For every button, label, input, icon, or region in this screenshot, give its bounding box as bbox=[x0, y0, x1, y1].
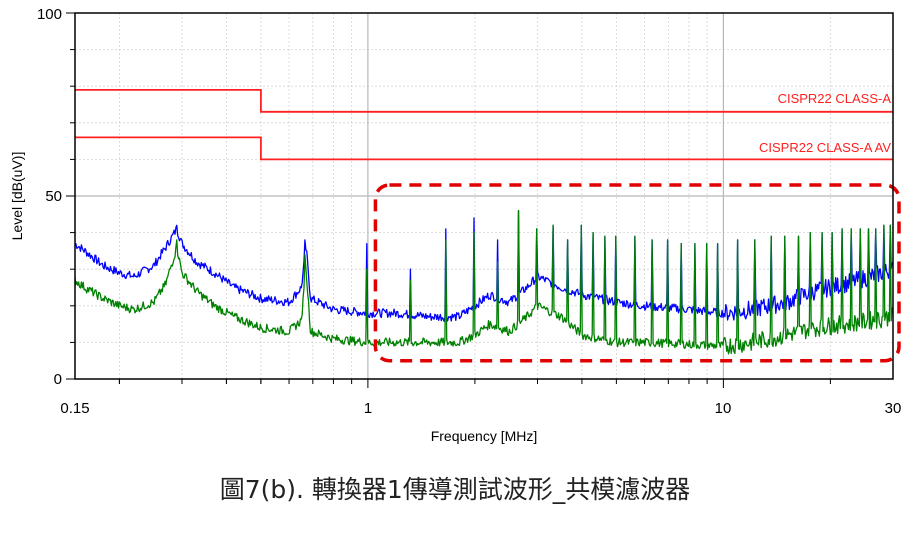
limit-label-class-a: CISPR22 CLASS-A bbox=[778, 91, 892, 106]
y-tick-label-0: 0 bbox=[54, 371, 62, 388]
data-series bbox=[74, 209, 894, 355]
emission-chart: 100 50 0 0.15 1 10 30 Frequency [MHz] Le… bbox=[9, 6, 902, 444]
figure-caption: 圖7(b). 轉換器1傳導測試波形_共模濾波器 bbox=[219, 475, 691, 504]
limit-line-class-a bbox=[75, 89, 893, 113]
y-tick-label-50: 50 bbox=[45, 188, 62, 205]
x-tick-label-10: 10 bbox=[715, 400, 732, 417]
series-line-blue bbox=[75, 209, 894, 322]
y-tick-label-100: 100 bbox=[37, 6, 62, 23]
x-tick-label-0.15: 0.15 bbox=[60, 400, 89, 417]
limit-lines bbox=[75, 89, 893, 161]
y-axis-title: Level [dB(uV)] bbox=[9, 152, 25, 241]
highlight-box bbox=[373, 183, 901, 363]
x-axis-title: Frequency [MHz] bbox=[431, 428, 538, 444]
x-tick-label-1: 1 bbox=[364, 400, 372, 417]
series-line-green bbox=[74, 209, 894, 355]
limit-line-class-a-av bbox=[75, 136, 893, 161]
x-tick-label-30: 30 bbox=[885, 400, 902, 417]
highlight-layer bbox=[373, 183, 901, 363]
limit-label-class-a-av: CISPR22 CLASS-A AV bbox=[759, 140, 891, 155]
axis-ticks bbox=[66, 12, 831, 388]
